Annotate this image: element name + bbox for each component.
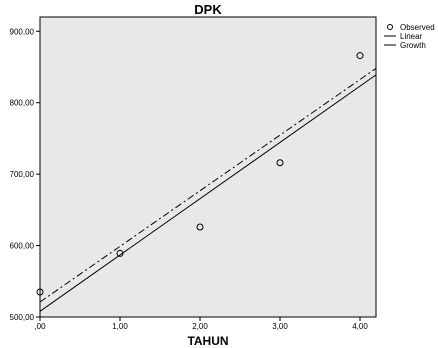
x-tick-label: ,00 [34, 322, 46, 331]
observed-point [276, 159, 284, 167]
x-tick-label: 2,00 [192, 322, 208, 331]
growth-line [39, 68, 377, 303]
legend-observed-symbol [387, 24, 393, 30]
y-tick-label: 900,00 [10, 27, 35, 36]
linear-line [39, 74, 377, 312]
y-tick-label: 500,00 [10, 313, 35, 322]
axis-ticks: 500,00 600,00 700,00 800,00 900,00 ,00 1,00 2,0… [10, 27, 369, 331]
x-tick-label: 4,00 [352, 322, 368, 331]
x-tick-label: 3,00 [272, 322, 288, 331]
legend-label: Observed [400, 23, 435, 32]
y-tick-label: 600,00 [10, 242, 35, 251]
plot-area [39, 16, 377, 318]
legend-label: Linear [400, 32, 423, 41]
fit-lines [39, 68, 377, 312]
legend-label: Growth [400, 41, 426, 50]
observed-point [116, 249, 124, 257]
y-tick-label: 700,00 [10, 170, 35, 179]
chart-title: DPK [194, 2, 222, 17]
x-tick-label: 1,00 [112, 322, 128, 331]
observed-point [196, 223, 204, 231]
observed-point [36, 288, 44, 296]
observed-point [356, 52, 364, 60]
y-tick-label: 800,00 [10, 99, 35, 108]
x-axis-label: TAHUN [187, 334, 228, 348]
observed-points [36, 52, 364, 296]
